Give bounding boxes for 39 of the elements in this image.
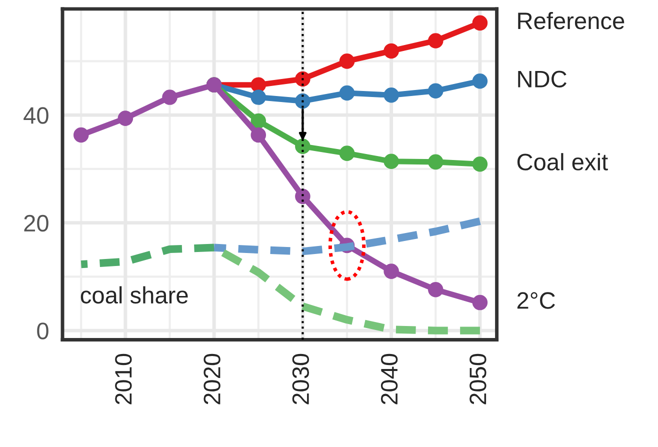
y-tick-label: 40	[24, 107, 48, 124]
x-tick-label: 2050	[470, 354, 486, 404]
point	[428, 154, 444, 170]
point	[250, 127, 266, 143]
point	[295, 188, 310, 204]
point	[472, 73, 488, 89]
point	[295, 93, 310, 109]
x-tick-label: 2010	[115, 354, 132, 404]
point	[428, 282, 444, 298]
point	[162, 90, 178, 105]
series-label: Coal exit	[517, 153, 608, 170]
point	[339, 54, 355, 69]
y-tick-label: 0	[37, 322, 48, 340]
point	[428, 83, 444, 98]
point	[472, 294, 488, 310]
y-tick-label: 20	[24, 214, 48, 232]
series-label: NDC	[518, 70, 566, 88]
point	[295, 138, 310, 154]
series-label: Reference	[518, 12, 624, 30]
point	[384, 154, 399, 170]
point	[250, 77, 266, 93]
series-label: 2°C	[517, 292, 555, 309]
point	[339, 85, 355, 101]
point	[428, 33, 444, 48]
point	[250, 90, 266, 105]
annotation: coal share	[80, 286, 188, 304]
point	[339, 146, 355, 161]
x-tick-label: 2020	[204, 354, 220, 404]
point	[384, 43, 399, 59]
point	[118, 110, 134, 126]
x-tick-label: 2040	[380, 354, 398, 404]
point	[384, 87, 399, 103]
x-tick-label: 2030	[292, 354, 310, 404]
point	[472, 156, 488, 172]
point	[250, 113, 266, 129]
point	[384, 264, 399, 279]
point	[295, 71, 310, 87]
point	[472, 15, 488, 31]
point	[73, 127, 89, 143]
